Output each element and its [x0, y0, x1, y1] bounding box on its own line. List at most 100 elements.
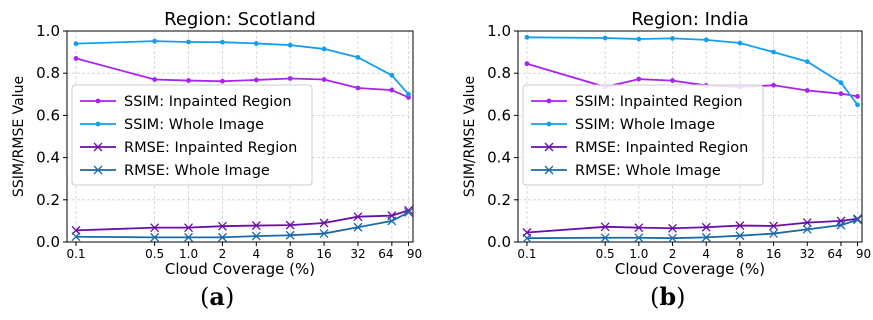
- series-4: [71, 208, 413, 242]
- x-tick-label: 16: [316, 247, 331, 261]
- panel-label-a-text: (a): [200, 282, 235, 311]
- series-1: [73, 56, 411, 100]
- legend-label: RMSE: Inpainted Region: [575, 140, 748, 156]
- x-axis-label: Cloud Coverage (%): [165, 260, 315, 278]
- y-tick-label: 0.4: [36, 149, 60, 167]
- data-point: [634, 223, 644, 233]
- x-tick-label: 0.5: [145, 247, 164, 261]
- data-point: [251, 221, 261, 231]
- legend-marker: [95, 121, 101, 127]
- data-point: [802, 218, 812, 228]
- x-tick-label: 32: [800, 247, 815, 261]
- series-line: [75, 209, 409, 232]
- legend-marker: [546, 121, 552, 127]
- data-point: [253, 41, 259, 46]
- panel-label-b: (b): [650, 282, 686, 311]
- data-point: [184, 232, 194, 242]
- data-point: [71, 232, 81, 242]
- data-point: [285, 220, 295, 230]
- data-point: [838, 91, 844, 97]
- y-axis-label: SSIM/RMSE Value: [462, 76, 478, 197]
- data-point: [355, 85, 361, 91]
- data-point: [220, 78, 225, 84]
- data-point: [855, 94, 860, 99]
- data-point: [73, 56, 79, 61]
- x-tick-label: 1.0: [629, 247, 648, 261]
- series-3: [522, 214, 862, 237]
- legend: SSIM: Inpainted Region SSIM: Whole Image R…: [71, 84, 313, 186]
- y-tick-label: 0.0: [36, 233, 60, 251]
- legend-item-3: RMSE: Inpainted Region: [531, 140, 748, 156]
- y-axis-label: SSIM/RMSE Value: [11, 76, 27, 197]
- legend-label: SSIM: Inpainted Region: [124, 94, 292, 110]
- data-point: [150, 223, 160, 233]
- data-point: [771, 49, 776, 55]
- panel-label-a: (a): [200, 282, 234, 311]
- legend-box: [522, 84, 764, 186]
- data-point: [737, 40, 743, 46]
- legend-item-1: SSIM: Inpainted Region: [80, 94, 292, 110]
- y-tick-label: 0.4: [487, 149, 511, 167]
- panel-label-b-text: (b): [650, 282, 686, 311]
- data-point: [855, 102, 860, 108]
- legend: SSIM: Inpainted Region SSIM: Whole Image R…: [522, 84, 764, 186]
- x-tick-label: 8: [286, 247, 294, 261]
- data-point: [769, 229, 779, 239]
- legend-marker: [93, 142, 103, 152]
- legend-marker: [95, 98, 101, 104]
- legend-item-3: RMSE: Inpainted Region: [80, 140, 297, 156]
- y-tick-label: 0.2: [487, 191, 511, 209]
- x-tick-label: 2: [669, 247, 677, 261]
- data-point: [404, 208, 413, 217]
- chart-title: Region: Scotland: [164, 9, 316, 30]
- legend-marker: [544, 142, 554, 152]
- data-point: [838, 80, 844, 86]
- legend-item-2: SSIM: Whole Image: [531, 117, 715, 133]
- data-point: [668, 223, 677, 233]
- data-point: [220, 39, 225, 45]
- x-tick-label: 16: [766, 247, 781, 261]
- series-3: [71, 205, 413, 235]
- data-point: [406, 91, 411, 97]
- data-point: [186, 78, 191, 83]
- data-point: [836, 220, 846, 230]
- legend-item-1: SSIM: Inpainted Region: [531, 94, 743, 110]
- series-2: [73, 38, 411, 97]
- series-line: [75, 40, 410, 95]
- data-point: [600, 233, 610, 243]
- data-point: [670, 35, 675, 41]
- legend-item-4: RMSE: Whole Image: [80, 163, 270, 179]
- data-point: [703, 37, 709, 43]
- y-tick-label: 1.0: [36, 22, 60, 40]
- data-point: [771, 82, 776, 88]
- data-point: [769, 221, 779, 231]
- y-tick-label: 0.2: [36, 191, 60, 209]
- x-tick-label: 90: [407, 247, 422, 261]
- x-axis-label: Cloud Coverage (%): [615, 260, 765, 278]
- data-point: [152, 38, 158, 44]
- data-point: [321, 46, 327, 52]
- data-point: [804, 59, 810, 64]
- data-point: [701, 222, 711, 232]
- x-tick-label: 1.0: [179, 247, 198, 261]
- y-tick-label: 0.6: [36, 106, 60, 124]
- figure: 0.1 0.5 1.0 2 4 8 16 32 64 90 0.0 0.2 0.4 0.6 0.8 1.0 Re…: [11, 9, 871, 278]
- data-point: [184, 223, 194, 233]
- data-point: [524, 34, 530, 40]
- data-point: [636, 36, 642, 42]
- data-point: [253, 77, 259, 83]
- data-point: [217, 232, 227, 242]
- data-point: [152, 77, 158, 82]
- data-point: [853, 215, 862, 225]
- data-point: [150, 232, 160, 242]
- data-point: [387, 216, 397, 226]
- data-point: [636, 76, 642, 82]
- data-point: [321, 77, 327, 82]
- series-line: [526, 36, 859, 106]
- series-line: [75, 211, 409, 239]
- x-tick-label: 64: [827, 247, 842, 261]
- x-tick-label: 90: [856, 247, 871, 261]
- data-point: [285, 230, 295, 240]
- y-tick-label: 0.0: [487, 233, 511, 251]
- legend-marker: [546, 98, 552, 104]
